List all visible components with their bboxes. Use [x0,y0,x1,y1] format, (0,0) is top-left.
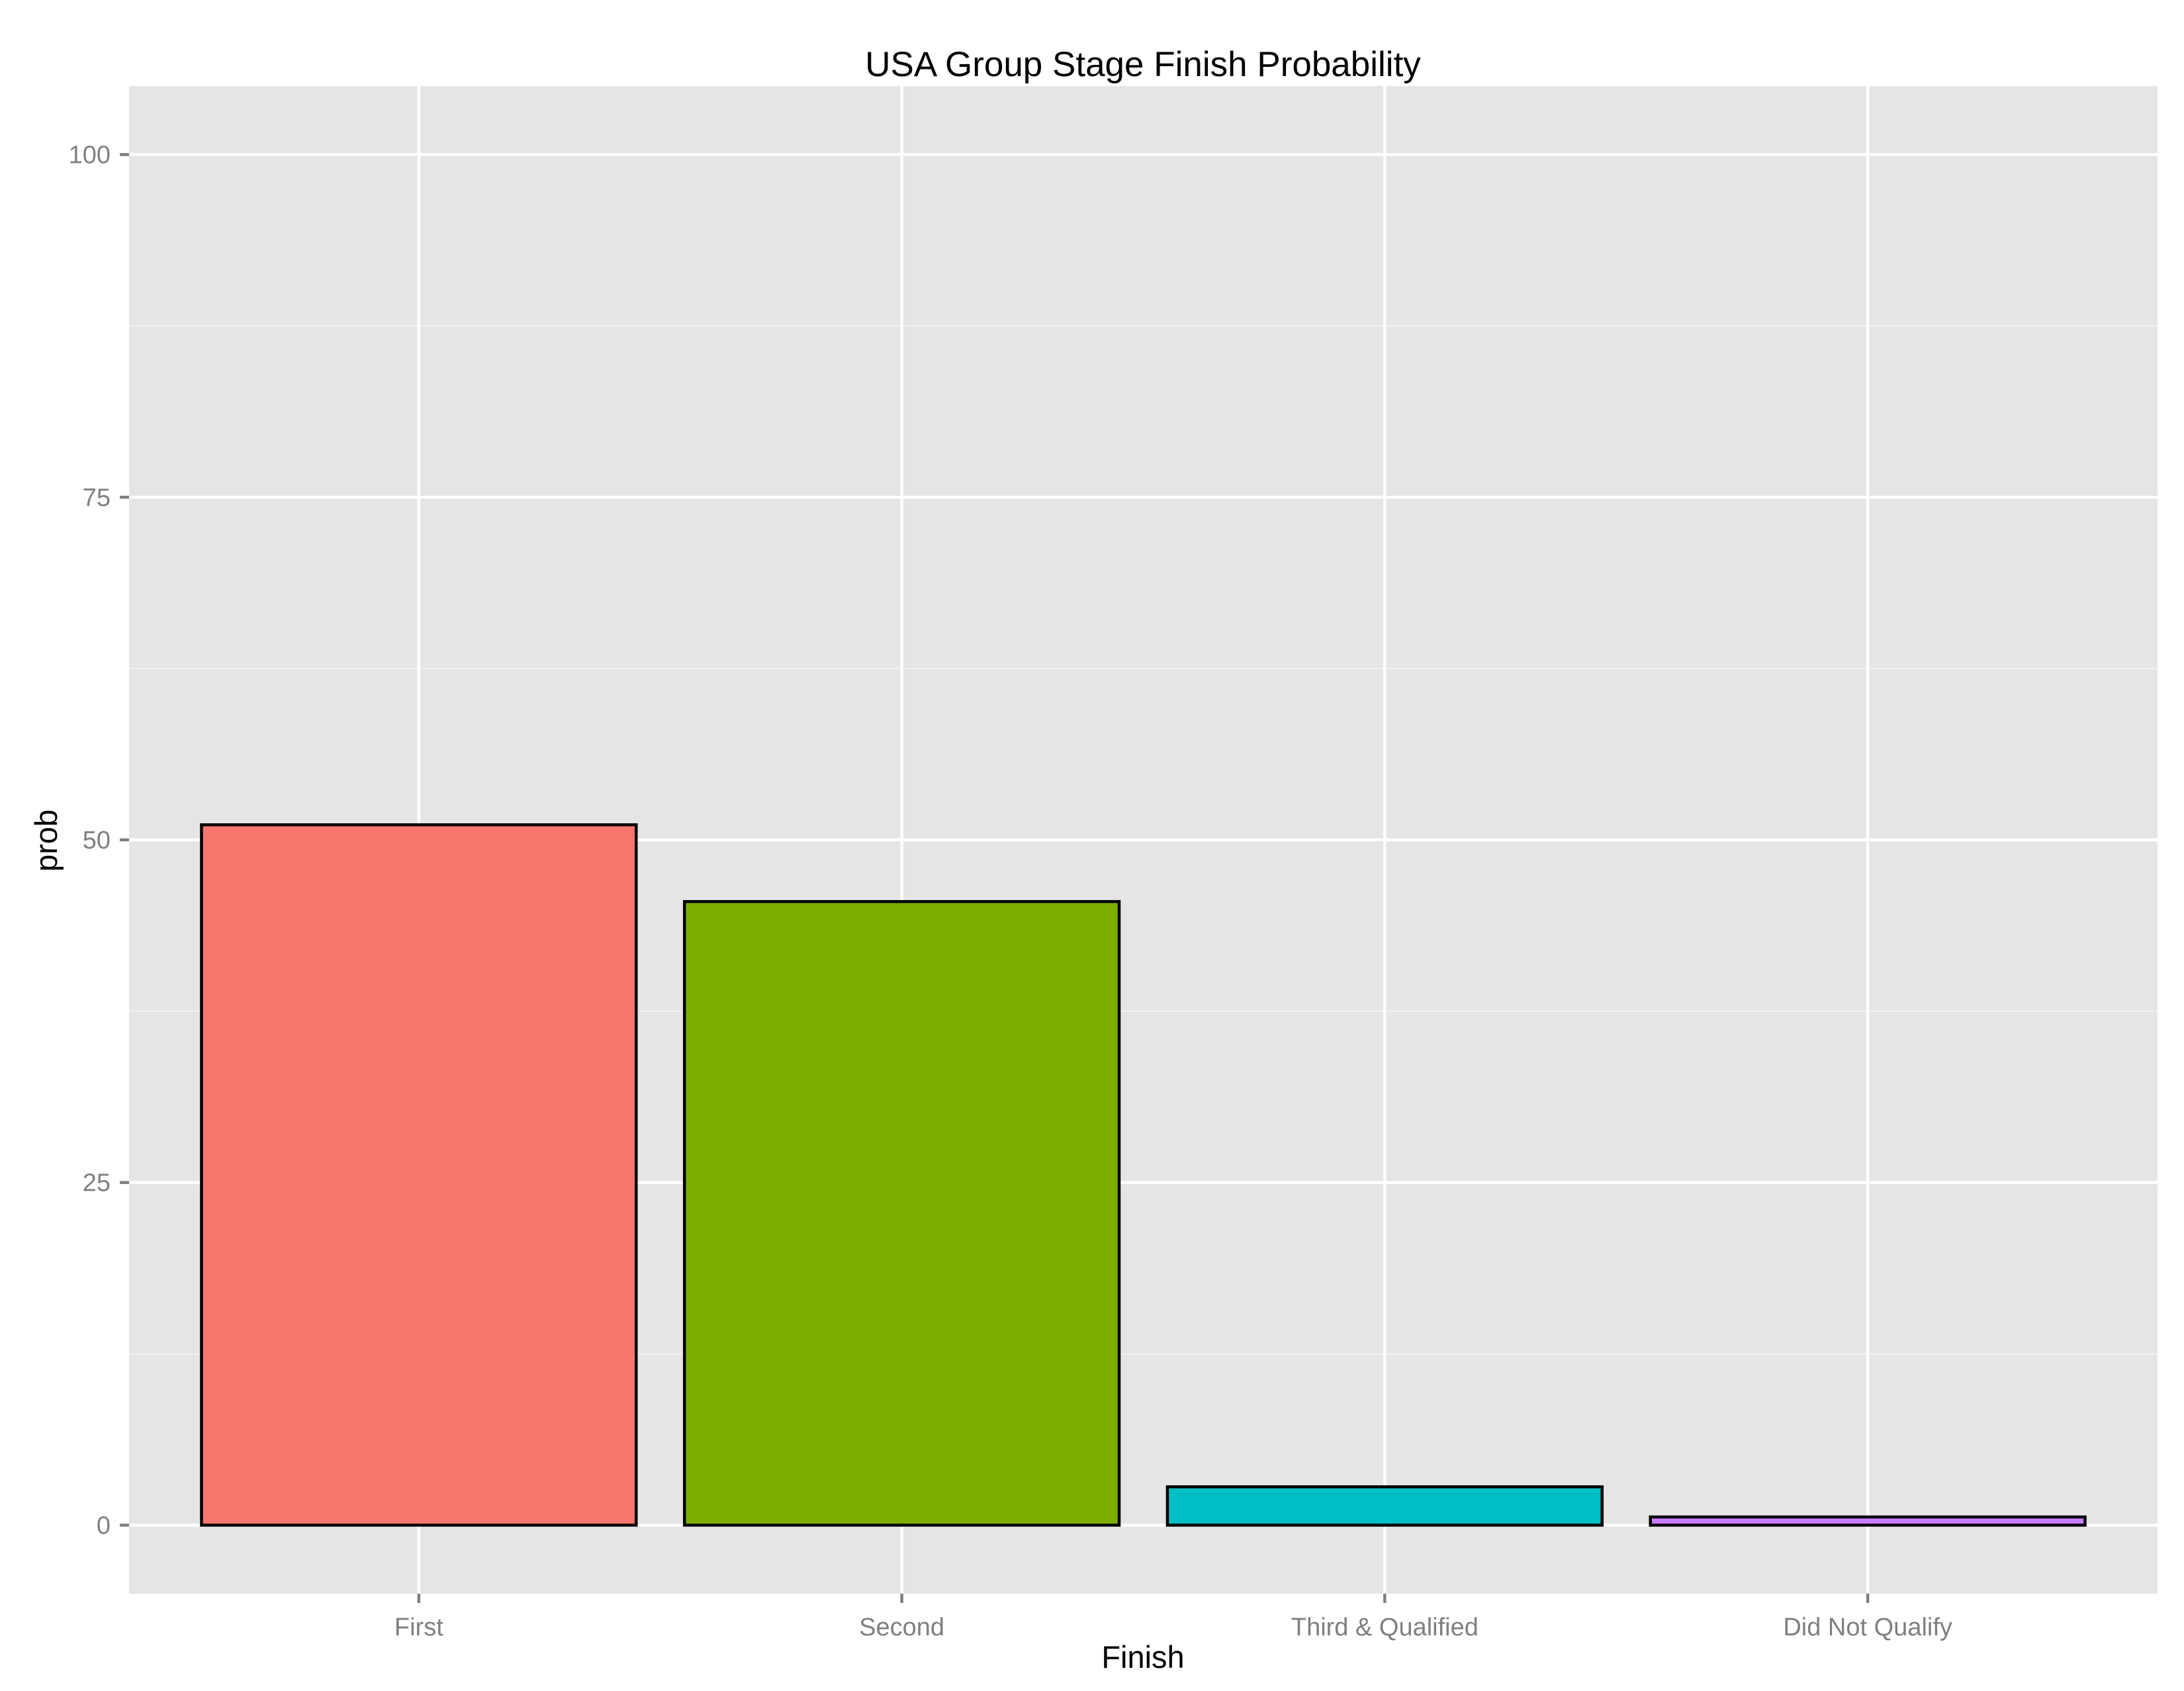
x-tick-label: Second [859,1614,944,1641]
axes: 0 25 50 75 100 First Second Third & Qualified Di… [69,142,1952,1641]
y-tick-label: 0 [97,1512,111,1539]
bars [200,823,2087,1527]
y-axis-title: prob [28,809,64,872]
y-tick-label: 50 [83,827,111,854]
chart-title: USA Group Stage Finish Probability [865,45,1421,84]
x-tick-label: First [394,1614,443,1641]
y-tick-label: 25 [83,1169,111,1197]
y-tick-label: 100 [69,142,111,169]
x-tick-label: Third & Qualified [1291,1614,1479,1641]
bar-second [682,899,1121,1527]
x-tick-label: Did Not Qualify [1783,1614,1952,1641]
bar-did-not-qualify [1649,1515,2087,1527]
bar-third-qualified [1165,1485,1604,1527]
x-axis-title: Finish [1101,1639,1184,1674]
bar-first [200,823,638,1527]
y-tick-label: 75 [83,484,111,512]
